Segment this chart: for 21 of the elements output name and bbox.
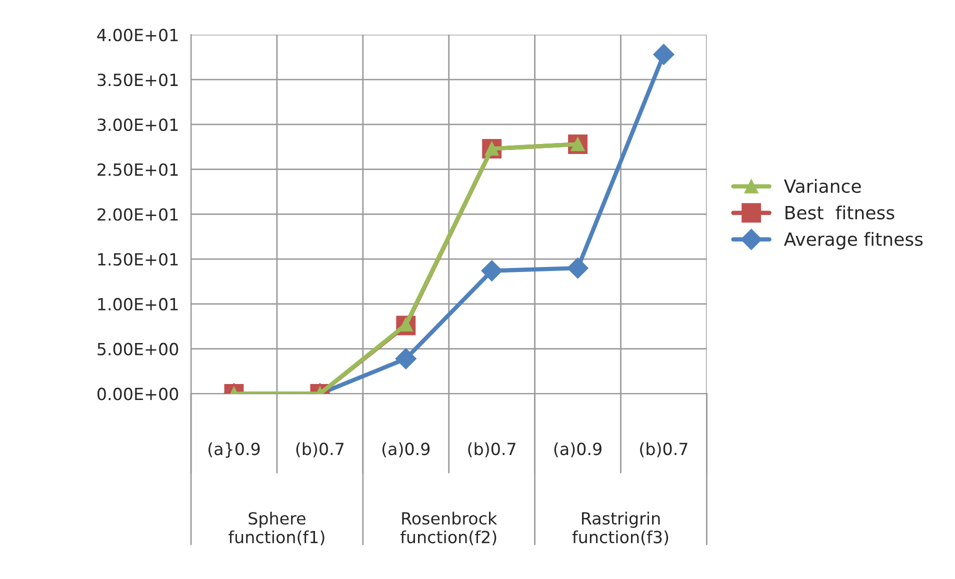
legend-label: Average fitness [784, 232, 923, 250]
y-tick-label: 4.00E+01 [97, 28, 178, 42]
y-tick-label: 5.00E+00 [98, 342, 178, 356]
x-tick-label: (a)0.9 [382, 442, 430, 458]
x-tick-label: (b)0.7 [640, 442, 688, 458]
text: Sphere function(f1) [228, 512, 324, 546]
y-tick-label: 0.00E+00 [97, 388, 178, 400]
y-tick-label: 1.50E+01 [98, 253, 178, 266]
y-tick-label: 3.50E+01 [98, 74, 178, 86]
x-tick-label: (b)0.7 [468, 442, 516, 458]
x-tick-label: (b)0.7 [296, 442, 344, 458]
text: Rastrigrin function(f3) [572, 512, 668, 546]
text: Rosenbrock function(f2) [400, 512, 498, 546]
legend-label: Best fitness [786, 205, 894, 220]
y-tick-label: 2.50E+01 [98, 163, 178, 176]
x-tick-label: (a}0.9 [208, 442, 260, 458]
legend-label: Variance [784, 178, 861, 193]
x-tick-label: (a)0.9 [554, 442, 602, 458]
y-tick-label: 3.00E+01 [98, 118, 178, 132]
y-tick-label: 1.00E+01 [98, 298, 178, 311]
y-tick-label: 2.00E+01 [98, 208, 178, 221]
